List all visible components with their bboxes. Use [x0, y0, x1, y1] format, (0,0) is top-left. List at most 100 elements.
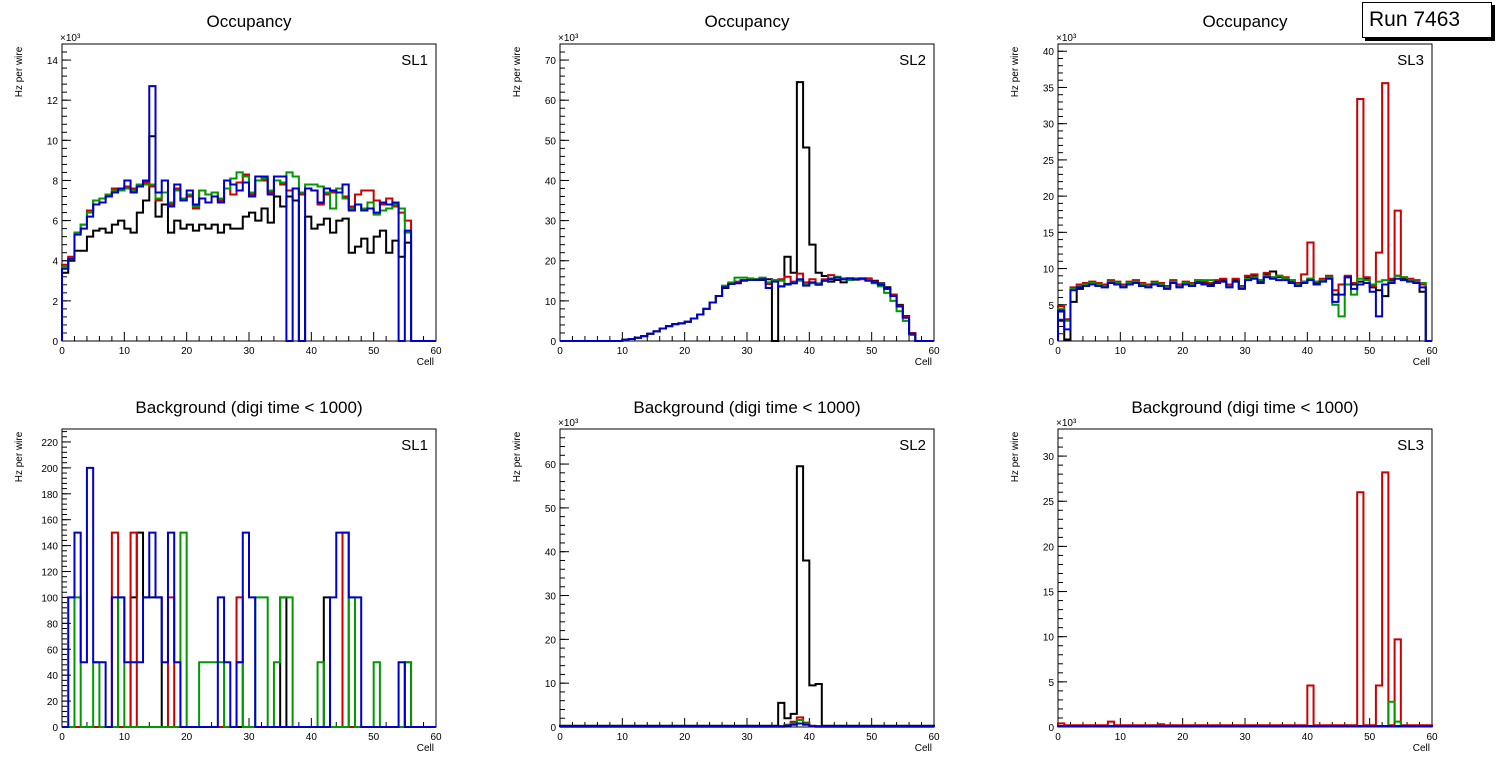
y-tick-label: 220	[41, 438, 58, 449]
y-tick-label: 60	[545, 96, 557, 107]
y-tick-label: 100	[41, 593, 58, 604]
y-tick-label: 10	[545, 297, 557, 308]
x-tick-label: 40	[1302, 732, 1314, 743]
x-tick-label: 40	[306, 732, 318, 743]
y-tick-label: 5	[1048, 678, 1054, 689]
chart-title: Occupancy	[704, 12, 790, 31]
y-tick-label: 140	[41, 542, 58, 553]
superlayer-label: SL2	[899, 52, 926, 69]
y-tick-label: 40	[47, 671, 59, 682]
x-tick-label: 60	[928, 732, 940, 743]
chart-title: Background (digi time < 1000)	[1131, 398, 1358, 417]
y-tick-label: 50	[545, 504, 557, 515]
x-tick-label: 20	[1177, 732, 1189, 743]
x-tick-label: 40	[306, 346, 318, 357]
chart-title: Occupancy	[1202, 12, 1288, 31]
y-tick-label: 20	[545, 635, 557, 646]
pad-bkg-sl2: Background (digi time < 1000) SL2 Hz per w…	[512, 398, 940, 754]
y-tick-label: 25	[1043, 156, 1055, 167]
x-tick-label: 30	[741, 346, 753, 357]
y-tick-label: 14	[47, 56, 59, 67]
x-axis-label: Cell	[915, 743, 932, 754]
y-tick-label: 0	[550, 723, 556, 734]
y-axis-label: Hz per wire	[1010, 431, 1021, 482]
x-tick-label: 60	[430, 732, 442, 743]
y-tick-label: 70	[545, 56, 557, 67]
histogram-series-black	[559, 465, 935, 727]
histogram-series-red	[61, 173, 436, 342]
y-tick-label: 5	[1048, 301, 1054, 312]
histogram-series-blue	[559, 722, 935, 728]
x-tick-label: 40	[804, 346, 816, 357]
x-tick-label: 0	[557, 346, 563, 357]
x-tick-label: 20	[1177, 346, 1189, 357]
y-tick-label: 30	[545, 592, 557, 603]
y-axis-label: Hz per wire	[512, 431, 523, 482]
pad-bkg-sl3: Background (digi time < 1000) SL3 Hz per w…	[1010, 398, 1438, 754]
x-tick-label: 30	[1239, 732, 1251, 743]
y-tick-label: 40	[545, 176, 557, 187]
plot-frame	[1057, 428, 1433, 728]
histogram-series-blue	[1057, 276, 1432, 342]
superlayer-label: SL1	[401, 437, 428, 454]
x-tick-label: 0	[1055, 346, 1061, 357]
y-exponent-label: ×10³	[558, 418, 579, 429]
x-tick-label: 60	[1426, 346, 1438, 357]
y-tick-label: 80	[47, 619, 59, 630]
x-axis-label: Cell	[417, 743, 434, 754]
plot-frame	[559, 43, 935, 342]
x-tick-label: 50	[368, 732, 380, 743]
x-tick-label: 50	[1364, 346, 1376, 357]
y-tick-label: 180	[41, 490, 58, 501]
x-tick-label: 40	[804, 732, 816, 743]
x-tick-label: 20	[679, 732, 691, 743]
x-axis-label: Cell	[1413, 357, 1430, 368]
y-tick-label: 10	[1043, 633, 1055, 644]
y-axis-label: Hz per wire	[1010, 46, 1021, 97]
y-tick-label: 40	[1043, 47, 1055, 58]
plot-frame	[559, 428, 935, 728]
histogram-series-black	[61, 135, 436, 342]
y-tick-label: 6	[52, 217, 58, 228]
y-exponent-label: ×10³	[558, 33, 579, 44]
x-tick-label: 10	[1115, 732, 1127, 743]
histogram-series-green	[560, 275, 934, 342]
histogram-series-green	[1057, 274, 1432, 342]
y-tick-label: 200	[41, 464, 58, 475]
x-tick-label: 60	[430, 346, 442, 357]
x-tick-label: 40	[1302, 346, 1314, 357]
x-tick-label: 30	[741, 732, 753, 743]
x-tick-label: 20	[181, 732, 193, 743]
x-tick-label: 50	[368, 346, 380, 357]
y-axis-label: Hz per wire	[14, 46, 25, 97]
superlayer-label: SL3	[1397, 437, 1424, 454]
run-label-box: Run 7463	[1362, 2, 1492, 38]
x-tick-label: 30	[243, 346, 255, 357]
y-tick-label: 160	[41, 516, 58, 527]
histogram-series-green	[61, 171, 436, 342]
y-tick-label: 20	[1043, 192, 1055, 203]
y-tick-label: 10	[47, 136, 59, 147]
y-tick-label: 12	[47, 96, 59, 107]
histogram-series-blue	[61, 85, 436, 342]
y-tick-label: 120	[41, 568, 58, 579]
pad-occ-sl3: Occupancy SL3 Hz per wire Cell ×10³ 0 10 20 30 40…	[1010, 12, 1438, 368]
x-tick-label: 20	[181, 346, 193, 357]
x-tick-label: 10	[617, 346, 629, 357]
y-tick-label: 20	[1043, 542, 1055, 553]
y-axis-label: Hz per wire	[14, 431, 25, 482]
x-axis-label: Cell	[417, 357, 434, 368]
y-tick-label: 0	[52, 723, 58, 734]
y-tick-label: 40	[545, 548, 557, 559]
x-tick-label: 10	[1115, 346, 1127, 357]
x-tick-label: 10	[617, 732, 629, 743]
y-tick-label: 8	[52, 176, 58, 187]
x-tick-label: 0	[1055, 732, 1061, 743]
x-axis-label: Cell	[1413, 743, 1430, 754]
x-tick-label: 30	[1239, 346, 1251, 357]
y-tick-label: 0	[1048, 723, 1054, 734]
y-tick-label: 60	[545, 460, 557, 471]
y-exponent-label: ×10³	[1056, 418, 1077, 429]
